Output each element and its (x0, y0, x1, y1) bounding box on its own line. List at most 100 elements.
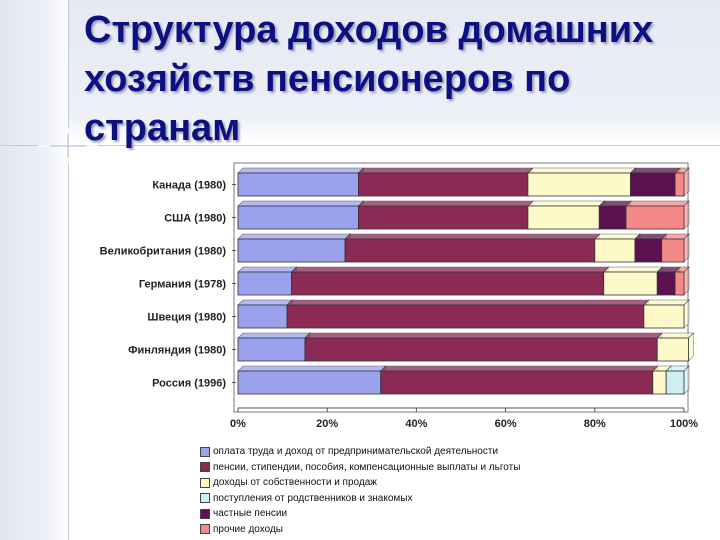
left-band (0, 0, 68, 540)
category-label: Россия (1996) (152, 378, 226, 390)
bar-segment (665, 365, 690, 395)
category-label: Финляндия (1980) (128, 345, 226, 357)
bar-segment-front (634, 238, 663, 263)
bar-segment-front (358, 205, 529, 230)
bar-segment-front (286, 304, 645, 329)
bar-segment-top (594, 233, 641, 240)
bar-segment-front (598, 205, 627, 230)
bar-segment (237, 233, 351, 263)
bar-segment-top (237, 266, 298, 273)
legend-item: прочие доходы (200, 522, 520, 538)
bar-segment (527, 200, 605, 230)
bar-segment-front (304, 337, 658, 362)
bar-segment (527, 167, 637, 197)
legend-item: оплата труда и доход от предпринимательс… (200, 444, 520, 460)
bar-segment (237, 365, 387, 395)
legend-swatch (200, 508, 210, 519)
bar-segment-front (527, 172, 631, 197)
bar-segment-top (344, 233, 601, 240)
bar-segment (290, 266, 610, 296)
bar-segment-top (237, 332, 311, 339)
bar-segment-top (357, 167, 534, 174)
bar-segment (379, 365, 659, 395)
legend-swatch (200, 493, 210, 504)
category-label: США (1980) (164, 213, 226, 225)
bar-segment-top (379, 365, 659, 372)
bar-segment (629, 167, 681, 197)
slide-title: Структура доходов домашних хозяйств пенс… (84, 9, 654, 149)
bar-segment-front (344, 238, 596, 263)
bar-segment-front (652, 370, 667, 395)
bar-segment-front (643, 304, 685, 329)
bar-segment-front (656, 337, 689, 362)
bar-segment (237, 167, 365, 197)
bar-segment-top (237, 299, 293, 306)
bar-segment-front (603, 271, 658, 296)
bar-segment-top (237, 233, 351, 240)
x-tick-label: 60% (495, 418, 517, 430)
divider-vertical (68, 0, 69, 540)
x-tick-label: 100% (670, 418, 698, 430)
bar-segment (344, 233, 601, 263)
bar-segment-top (357, 200, 534, 207)
bar-segment-top (304, 332, 663, 339)
category-label: Канада (1980) (152, 180, 226, 192)
x-tick-label: 0% (230, 418, 246, 430)
category-label: Германия (1978) (139, 279, 226, 291)
bar-segment (656, 332, 695, 362)
category-label: Великобритания (1980) (100, 246, 227, 258)
bar-segment-front (237, 271, 292, 296)
bar-segment (674, 167, 690, 197)
bar-segment-front (237, 205, 359, 230)
legend-label: оплата труда и доход от предпринимательс… (213, 446, 499, 458)
bar-segment-front (625, 205, 685, 230)
bar-segment (602, 266, 663, 296)
bar-segment-top (237, 200, 365, 207)
bar-segment-top (634, 233, 668, 240)
bar-segment-front (674, 271, 685, 296)
bar-segment-front (665, 370, 685, 395)
bar-segment-front (237, 172, 359, 197)
bar-segment-side (683, 365, 690, 395)
legend-label: поступления от родственников и знакомых (213, 492, 413, 504)
legend-label: частные пенсии (213, 508, 288, 520)
bar-segment-front (594, 238, 636, 263)
bar-segment-side (683, 200, 690, 230)
legend-item: доходы от собственности и продаж (200, 475, 520, 491)
bar-segment-front (674, 172, 685, 197)
bar-segment-top (643, 299, 690, 306)
bar-segment (625, 200, 690, 230)
bar-segment-top (290, 266, 610, 273)
bar-segment (660, 233, 690, 263)
bar-segment-front (237, 370, 382, 395)
bar-segment-front (237, 238, 346, 263)
legend-swatch (200, 524, 210, 535)
bar-segment-front (661, 238, 685, 263)
legend-swatch (200, 477, 210, 488)
bar-segment (237, 332, 311, 362)
title-band (0, 0, 720, 145)
x-tick-label: 20% (316, 418, 338, 430)
bar-segment-side (683, 167, 690, 197)
bar-segment-front (630, 172, 676, 197)
divider-horizontal (0, 145, 720, 146)
legend-label: пенсии, стипендии, пособия, компенсацион… (213, 461, 521, 473)
legend-item: пенсии, стипендии, пособия, компенсацион… (200, 460, 520, 476)
category-label: Швеция (1980) (147, 312, 226, 324)
bar-segment-front (237, 337, 306, 362)
bar-segment (674, 266, 690, 296)
legend-swatch (200, 462, 210, 473)
bar-segment (357, 200, 534, 230)
bar-segment-top (527, 167, 637, 174)
bar-segment-front (358, 172, 529, 197)
bar-segment-top (602, 266, 663, 273)
bar-segment-front (380, 370, 654, 395)
x-tick-label: 80% (584, 418, 606, 430)
bar-segment-front (527, 205, 600, 230)
bar-segment-side (688, 332, 694, 362)
bar-segment (286, 299, 650, 329)
bar-segment-top (656, 332, 695, 339)
bar-segment (594, 233, 641, 263)
legend-label: прочие доходы (213, 523, 283, 535)
